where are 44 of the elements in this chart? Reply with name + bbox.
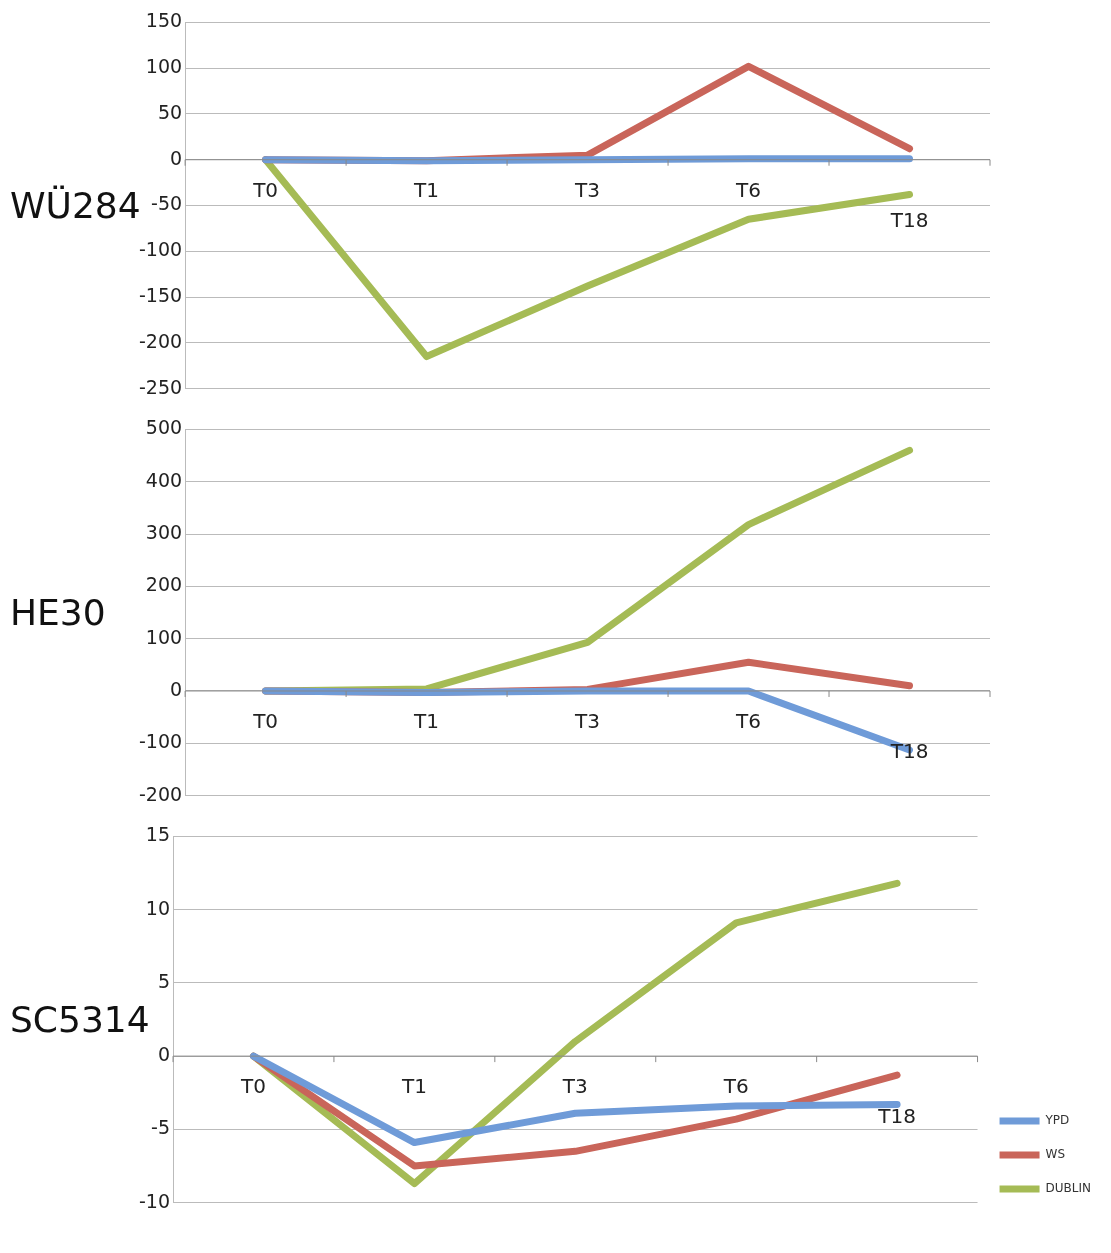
y-tick-label: -250 bbox=[139, 375, 183, 398]
y-tick-label: -5 bbox=[151, 1116, 171, 1139]
x-tick-label: T0 bbox=[252, 177, 279, 202]
x-tick-label: T1 bbox=[413, 709, 440, 734]
legend-label: WS bbox=[1045, 1147, 1066, 1162]
y-tick-label: 0 bbox=[170, 146, 183, 169]
y-tick-label: 10 bbox=[145, 896, 171, 919]
x-tick-label: T1 bbox=[413, 177, 440, 202]
x-tick-label: T18 bbox=[877, 1104, 916, 1129]
y-tick-label: 50 bbox=[157, 100, 183, 123]
x-tick-label: T6 bbox=[735, 177, 762, 202]
x-tick-label: T6 bbox=[722, 1074, 749, 1099]
y-tick-label: 100 bbox=[145, 55, 183, 78]
text: WÜ284 bbox=[10, 185, 141, 226]
x-tick-label: T3 bbox=[574, 709, 601, 734]
y-tick-label: -100 bbox=[139, 730, 183, 753]
y-tick-label: 5 bbox=[157, 969, 171, 992]
x-tick-label: T3 bbox=[574, 177, 601, 202]
legend-label: YPD bbox=[1044, 1113, 1070, 1128]
y-tick-label: -100 bbox=[139, 238, 183, 261]
x-tick-label: T18 bbox=[889, 207, 929, 232]
x-tick-label: T0 bbox=[240, 1074, 266, 1099]
text: HE30 bbox=[10, 592, 106, 633]
x-tick-label: T1 bbox=[400, 1074, 427, 1099]
y-tick-label: 500 bbox=[145, 416, 183, 439]
y-tick-label: 100 bbox=[145, 625, 183, 648]
x-tick-label: T0 bbox=[252, 709, 279, 734]
y-tick-label: 300 bbox=[145, 520, 183, 543]
y-tick-label: -150 bbox=[139, 283, 183, 306]
text: SC5314 bbox=[10, 999, 150, 1040]
y-tick-label: -200 bbox=[139, 329, 183, 352]
y-tick-label: -50 bbox=[151, 192, 183, 215]
x-tick-label: T3 bbox=[561, 1074, 588, 1099]
x-tick-label: T18 bbox=[889, 739, 929, 764]
y-tick-label: -10 bbox=[138, 1189, 171, 1212]
legend-label: DUBLIN bbox=[1045, 1181, 1092, 1196]
y-tick-label: 0 bbox=[170, 677, 183, 700]
y-tick-label: -200 bbox=[139, 782, 183, 805]
y-tick-label: 15 bbox=[145, 823, 171, 846]
y-tick-label: 150 bbox=[145, 9, 183, 32]
x-tick-label: T6 bbox=[735, 709, 762, 734]
y-tick-label: 0 bbox=[157, 1043, 171, 1066]
y-tick-label: 400 bbox=[145, 468, 183, 491]
y-tick-label: 200 bbox=[145, 573, 183, 596]
